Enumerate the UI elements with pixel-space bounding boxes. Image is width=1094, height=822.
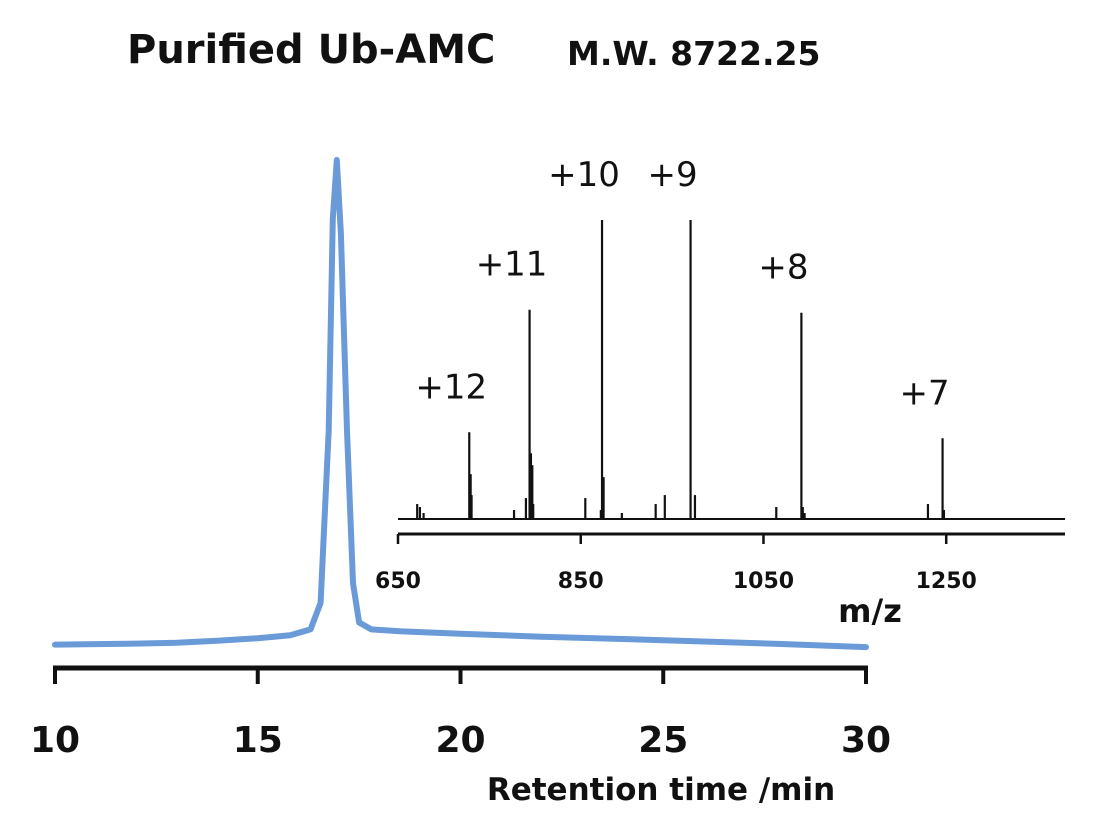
mass-spectrum-peaks [416, 220, 946, 519]
chromatogram-x-axis-label: Retention time /min [487, 772, 835, 808]
molecular-weight-label: M.W. 8722.25 [567, 34, 820, 73]
chromatogram-trace [52, 157, 869, 651]
mass-spectrum-ticks: 650 850 1050 1250 [375, 534, 977, 594]
spectrum-tick-label: 1050 [733, 569, 794, 594]
spectrum-tick-label: 850 [558, 569, 604, 594]
chromatogram-chart: 10 15 20 25 30 Retention time /min [30, 157, 891, 808]
charge-state-labels: +12 +11 +10 +9 +8 +7 [415, 155, 949, 413]
chromatogram-tick-label: 15 [233, 720, 283, 761]
spectrum-tick-label: 650 [375, 569, 421, 594]
chromatogram-series [52, 157, 869, 651]
charge-state-label: +12 [415, 367, 487, 407]
chart-title: Purified Ub-AMC [127, 27, 495, 73]
mass-spectrum-inset: 650 850 1050 1250 +12 +11 +10 +9 +8 +7 m/z [375, 155, 1065, 630]
charge-state-label: +9 [648, 155, 698, 195]
spectrum-tick-label: 1250 [916, 569, 977, 594]
mass-spectrum-x-axis-label: m/z [838, 592, 902, 630]
chromatogram-ticks: 10 15 20 25 30 [30, 668, 891, 761]
chromatogram-tick-label: 10 [30, 720, 80, 761]
charge-state-label: +10 [548, 155, 620, 195]
chromatogram-tick-label: 30 [841, 720, 891, 761]
chromatogram-tick-label: 20 [435, 720, 485, 761]
chromatogram-tick-label: 25 [638, 720, 688, 761]
charge-state-label: +11 [476, 245, 548, 285]
charge-state-label: +8 [758, 248, 808, 288]
charge-state-label: +7 [900, 373, 950, 413]
